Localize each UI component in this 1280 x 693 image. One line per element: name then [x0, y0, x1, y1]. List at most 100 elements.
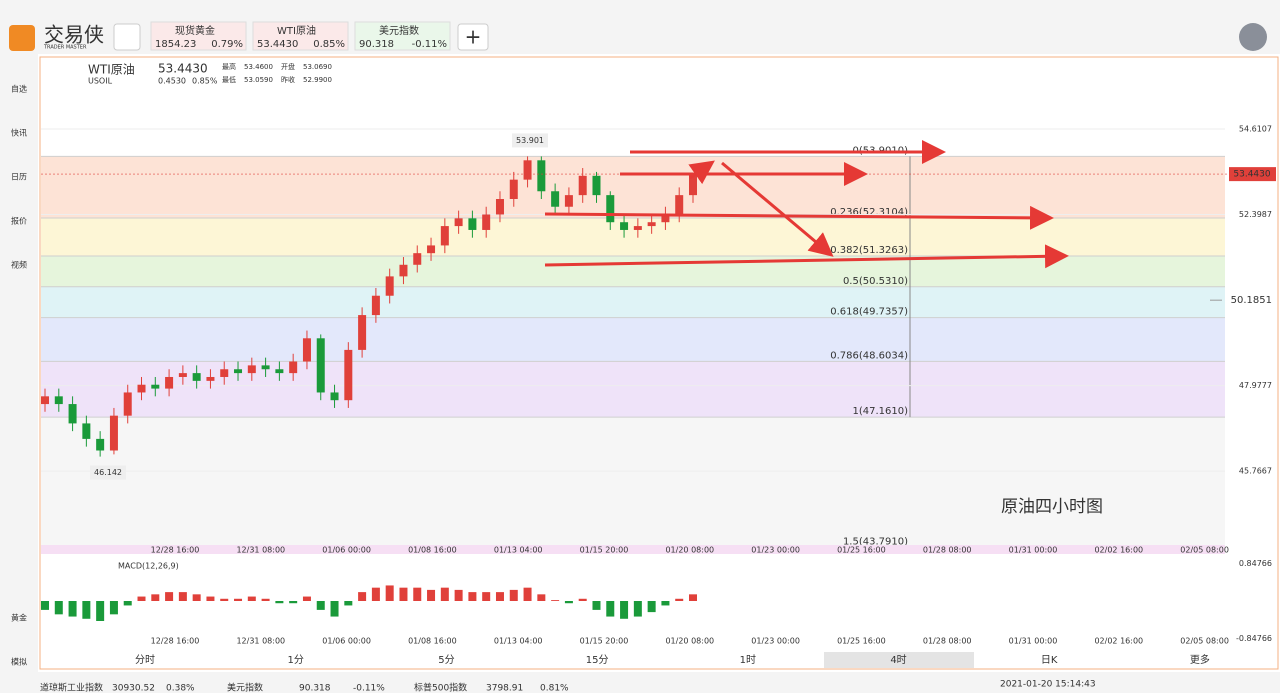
sidebar — [0, 54, 38, 672]
candle-body — [165, 376, 174, 389]
macd-bar — [468, 592, 477, 601]
macd-bar — [82, 601, 91, 619]
fib-label: 1(47.1610) — [852, 406, 908, 417]
sidebar-item: 视频 — [11, 260, 27, 270]
stat-label: 最低 — [222, 75, 236, 84]
macd-bar — [606, 601, 615, 617]
macd-bar — [109, 601, 118, 615]
macd-bar — [537, 594, 546, 601]
candle-body — [551, 191, 560, 207]
candle-body — [468, 218, 477, 230]
x-tick-label: 01/06 00:00 — [322, 546, 371, 555]
timeframe[interactable]: 1分 — [288, 654, 304, 666]
timeframe[interactable]: 4时 — [890, 654, 906, 666]
tab-price: 1854.23 — [155, 39, 196, 50]
x-tick-label: 01/31 00:00 — [1009, 637, 1058, 646]
x-tick-label: 01/23 00:00 — [751, 637, 800, 646]
annotation: 53.901 — [516, 136, 544, 145]
symbol-change-pct: 0.85% — [192, 77, 218, 86]
macd-bar — [192, 594, 201, 601]
arrows — [544, 140, 1069, 269]
macd-bar — [440, 587, 449, 601]
macd-bar — [358, 592, 367, 601]
candle-body — [523, 160, 532, 180]
macd-bar — [344, 601, 353, 606]
macd-bar — [302, 596, 311, 601]
macd-bar — [96, 601, 105, 621]
candle-body — [220, 369, 229, 377]
macd-bar — [54, 601, 63, 615]
timeframe[interactable]: 15分 — [586, 654, 609, 666]
macd-bar — [647, 601, 656, 613]
tab-name: 现货黄金 — [175, 24, 215, 37]
macd-bar — [261, 598, 270, 601]
timestamp: 2021-01-20 15:14:43 — [1000, 680, 1096, 690]
ticker-change: 0.81% — [540, 684, 569, 693]
macd-bar — [123, 601, 132, 606]
avatar[interactable] — [1239, 23, 1267, 51]
time-axis — [41, 545, 1225, 554]
stat-value: 53.0590 — [244, 76, 273, 84]
macd-bar — [661, 601, 670, 606]
timeframe[interactable]: 5分 — [438, 654, 454, 666]
candle-body — [206, 376, 215, 381]
candle-body — [427, 245, 436, 254]
grid-button[interactable] — [113, 23, 141, 51]
x-tick-label: 01/23 00:00 — [751, 546, 800, 555]
stat-value: 53.0690 — [303, 63, 332, 71]
macd-tick: -0.84766 — [1236, 634, 1272, 643]
logo: 交易侠 — [44, 23, 104, 47]
tab[interactable] — [252, 21, 349, 51]
last-price-tag — [1229, 167, 1276, 182]
candle-body — [316, 338, 325, 393]
tab[interactable] — [354, 21, 451, 51]
ticker-change: -0.11% — [353, 684, 385, 693]
ticker-price: 90.318 — [299, 684, 331, 693]
macd-bar — [371, 587, 380, 601]
tab-change: -0.11% — [412, 39, 447, 50]
last-price: 53.4430 — [1233, 170, 1270, 180]
stat-label: 开盘 — [281, 62, 295, 71]
macd-bar — [578, 598, 587, 601]
tab[interactable] — [150, 21, 247, 51]
macd-bar — [151, 594, 160, 601]
fib-label: 0.236(52.3104) — [830, 207, 908, 218]
y-tick-label: 47.9777 — [1239, 381, 1272, 390]
candle-body — [82, 423, 91, 439]
fib-label: 0.382(51.3263) — [830, 245, 908, 256]
candle-body — [137, 384, 146, 393]
fib-band — [41, 317, 1225, 362]
stat-value: 53.4600 — [244, 63, 273, 71]
candle-body — [413, 253, 422, 265]
macd-bar — [399, 587, 408, 601]
timeframe[interactable]: 1时 — [740, 654, 756, 666]
add-tab[interactable] — [457, 23, 489, 51]
annotation: 46.142 — [94, 468, 122, 477]
candle-body — [661, 214, 670, 223]
candle-body — [109, 415, 118, 451]
candle-body — [537, 160, 546, 192]
stat-label: 最高 — [222, 62, 236, 71]
candle-body — [123, 392, 132, 416]
ticker-change: 0.38% — [166, 684, 195, 693]
timeframe[interactable]: 日K — [1041, 655, 1058, 666]
y-tick-label: 52.3987 — [1239, 210, 1272, 219]
timeframe[interactable]: 分时 — [135, 654, 155, 666]
ticker-price: 30930.52 — [112, 684, 155, 693]
candle-body — [192, 373, 201, 381]
x-tick-label: 01/08 16:00 — [408, 546, 457, 555]
x-tick-label: 01/08 16:00 — [408, 637, 457, 646]
stat-label: 昨收 — [281, 75, 295, 84]
sidebar-item: 模拟 — [11, 657, 27, 667]
x-tick-label: 01/06 00:00 — [322, 637, 371, 646]
macd-bar — [620, 601, 629, 619]
macd-bar — [289, 601, 298, 604]
sidebar-item: 黄金 — [11, 613, 27, 623]
macd-title: MACD(12,26,9) — [118, 562, 179, 571]
timeframe[interactable]: 更多 — [1190, 653, 1210, 666]
fib-band — [41, 156, 1225, 218]
candle-body — [385, 276, 394, 296]
macd-bar — [482, 592, 491, 601]
sidebar-item: 自选 — [11, 84, 27, 94]
